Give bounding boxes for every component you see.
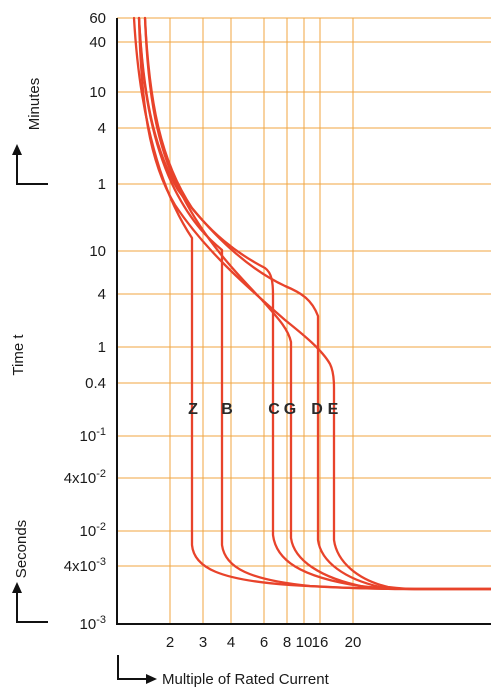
seconds-arrowhead-icon [12, 582, 22, 593]
horizontal-gridlines [117, 17, 491, 567]
x-tick-label: 16 [312, 634, 329, 651]
minutes-arrow-icon [16, 152, 48, 185]
y-tick-labels: 60 40 10 4 1 10 4 1 0.4 10-1 4x10-2 10-2 4x10-3 10-3 [64, 10, 106, 633]
y-tick-label-minutes: 10 [89, 84, 106, 101]
x-tick-label: 10 [296, 634, 313, 651]
y-tick-label-seconds: 4x10-2 [64, 468, 106, 487]
y-tick-label-minutes: 4 [98, 120, 106, 137]
y-tick-label-seconds: 4x10-3 [64, 556, 106, 575]
x-tick-label: 20 [345, 634, 362, 651]
x-axis-title: Multiple of Rated Current [162, 671, 330, 688]
minutes-arrowhead-icon [12, 144, 22, 155]
y-tick-label-minutes: 40 [89, 34, 106, 51]
x-axis-arrowhead-icon [146, 674, 157, 684]
y-tick-label-seconds: 10-1 [80, 426, 106, 445]
trip-curve-g [143, 16, 491, 591]
curve-label-b: B [221, 401, 233, 418]
y-tick-label-seconds: 4 [98, 286, 106, 303]
y-tick-label-seconds: 1 [98, 339, 106, 356]
trip-curves [132, 16, 491, 591]
x-axis-arrow-icon [117, 655, 148, 680]
curve-label-e: E [328, 401, 339, 418]
curve-label-c: C [268, 401, 280, 418]
axes [116, 18, 491, 625]
curve-label-z: Z [188, 401, 198, 418]
y-tick-label-minutes: 1 [98, 176, 106, 193]
seconds-label: Seconds [13, 520, 30, 578]
y-tick-label-minutes: 60 [89, 10, 106, 27]
x-tick-label: 2 [166, 634, 174, 651]
vertical-gridlines [169, 18, 354, 624]
x-tick-labels: 2 3 4 6 8 10 16 20 [166, 634, 362, 651]
curve-label-g: G [284, 401, 296, 418]
y-tick-label-seconds: 10-2 [80, 521, 106, 540]
curve-label-d: D [311, 401, 323, 418]
x-tick-label: 8 [283, 634, 291, 651]
y-axis-title: Time t [10, 334, 27, 376]
x-tick-label: 6 [260, 634, 268, 651]
trip-curve-d [143, 16, 491, 591]
y-tick-label-seconds: 0.4 [85, 375, 106, 392]
seconds-arrow-icon [16, 590, 48, 623]
minutes-label: Minutes [26, 78, 43, 131]
y-tick-label-seconds: 10 [89, 243, 106, 260]
trip-curve-e [137, 16, 491, 591]
y-tick-label-seconds: 10-3 [80, 614, 106, 633]
x-tick-label: 4 [227, 634, 235, 651]
x-tick-label: 3 [199, 634, 207, 651]
